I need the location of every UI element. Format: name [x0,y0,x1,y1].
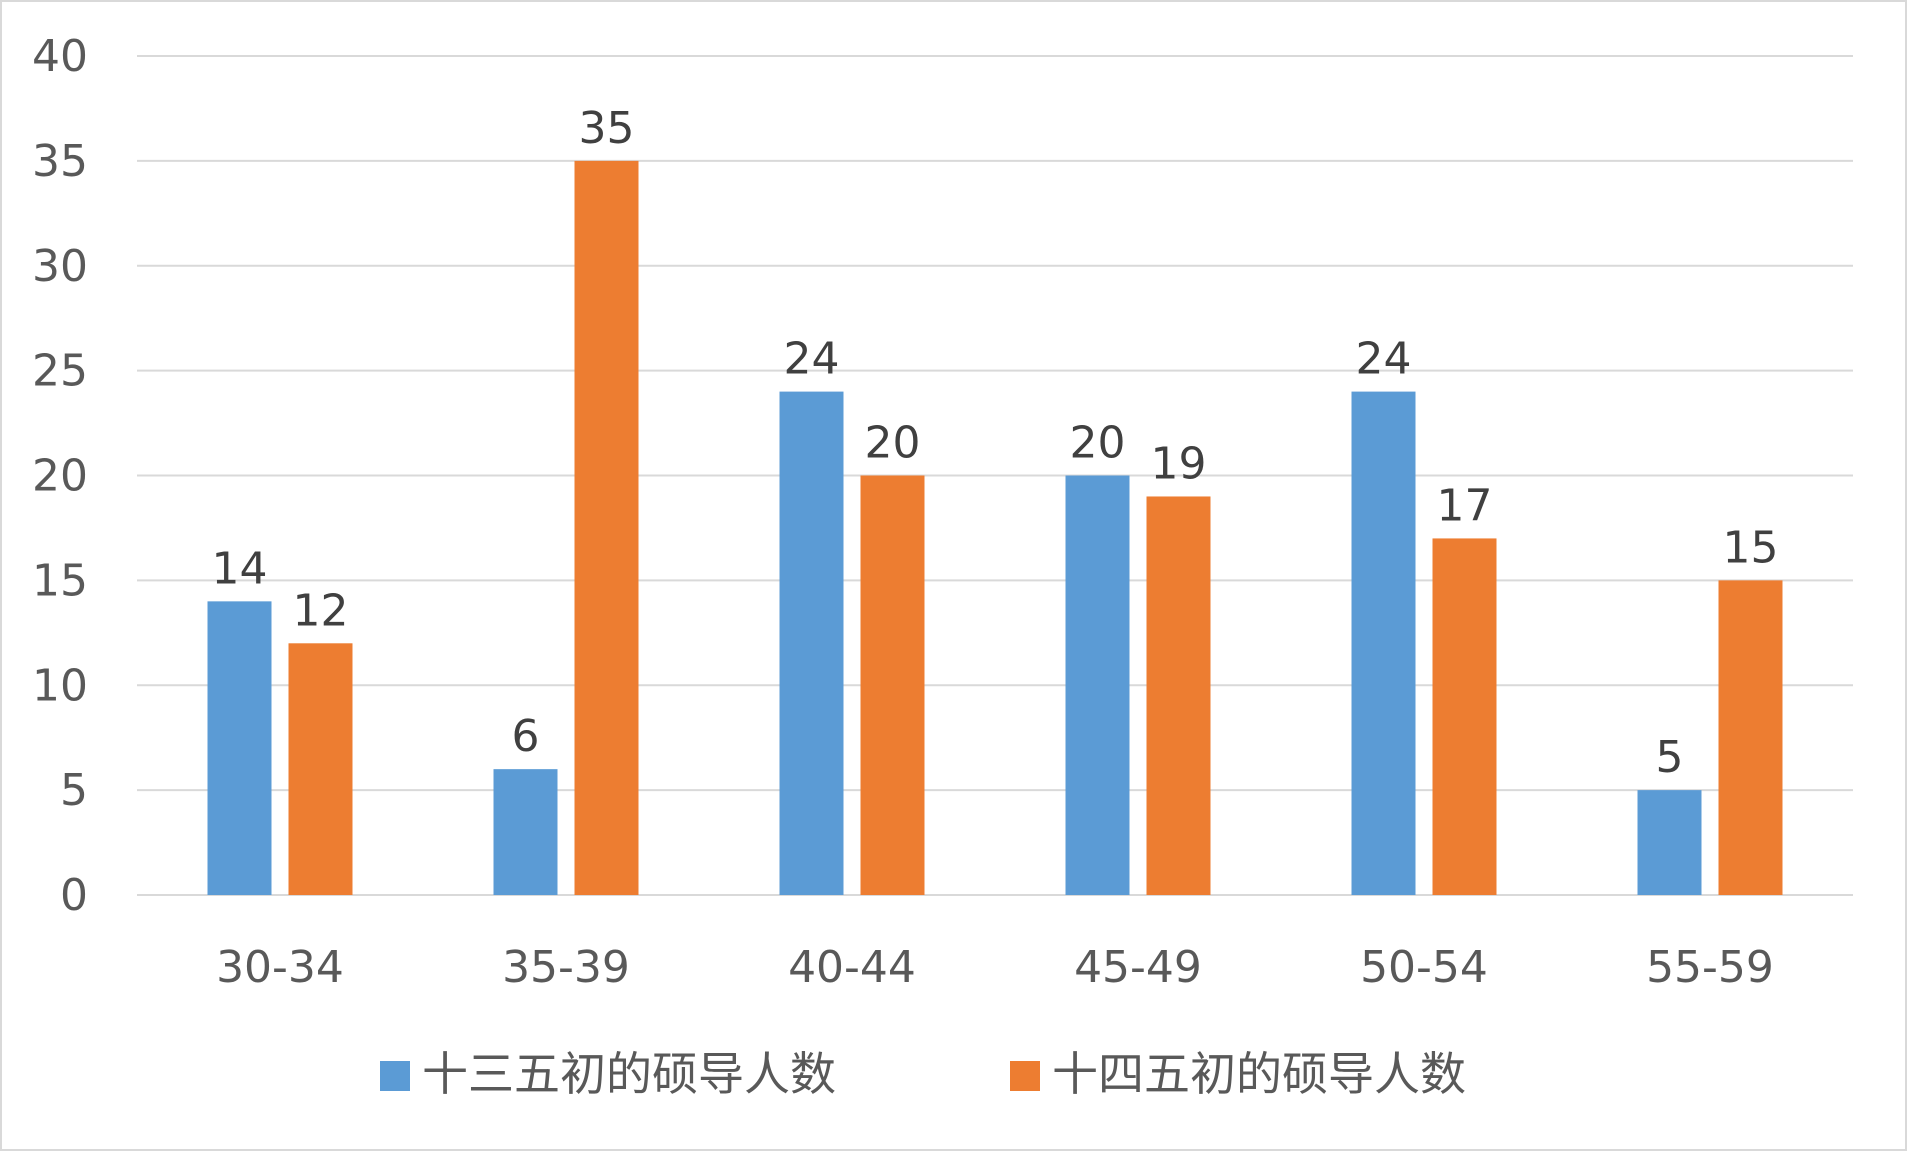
bar-1-40-44 [779,391,844,895]
y-tick-label: 30 [32,241,88,292]
legend-swatch-2 [1010,1061,1040,1091]
bar-2-45-49 [1146,496,1211,895]
bar-2-35-39 [574,160,639,895]
legend-swatch-1 [380,1061,410,1091]
y-tick-label: 5 [60,765,88,816]
bar-2-40-44 [860,475,925,895]
x-tick-label: 40-44 [788,942,916,993]
data-label: 20 [1070,418,1126,469]
x-tick-label: 45-49 [1074,942,1202,993]
bar-2-50-54 [1432,538,1497,895]
data-label: 19 [1151,438,1207,489]
bar-2-55-59 [1718,580,1783,895]
bar-1-45-49 [1065,475,1130,895]
bar-2-30-34 [288,643,353,895]
data-label: 20 [865,418,921,469]
y-tick-label: 35 [32,136,88,187]
x-tick-label: 50-54 [1360,942,1488,993]
legend-label-2: 十四五初的硕导人数 [1052,1047,1466,1101]
data-label: 6 [512,711,540,762]
y-tick-label: 20 [32,451,88,502]
data-label: 12 [293,585,349,636]
bar-1-35-39 [493,769,558,895]
data-label: 17 [1437,480,1493,531]
data-label: 35 [579,103,635,154]
bar-1-55-59 [1637,790,1702,895]
data-label: 14 [212,543,268,594]
data-label: 24 [784,334,840,385]
y-tick-label: 40 [32,31,88,82]
y-tick-label: 0 [60,870,88,921]
data-label: 15 [1723,522,1779,573]
y-tick-label: 15 [32,555,88,606]
x-tick-label: 35-39 [502,942,630,993]
x-tick-label: 55-59 [1646,942,1774,993]
legend-label-1: 十三五初的硕导人数 [422,1047,836,1101]
bar-1-50-54 [1351,391,1416,895]
bar-1-30-34 [207,601,272,895]
y-tick-label: 10 [32,660,88,711]
data-label: 24 [1356,334,1412,385]
data-label: 5 [1656,732,1684,783]
y-tick-label: 25 [32,346,88,397]
x-tick-label: 30-34 [216,942,344,993]
